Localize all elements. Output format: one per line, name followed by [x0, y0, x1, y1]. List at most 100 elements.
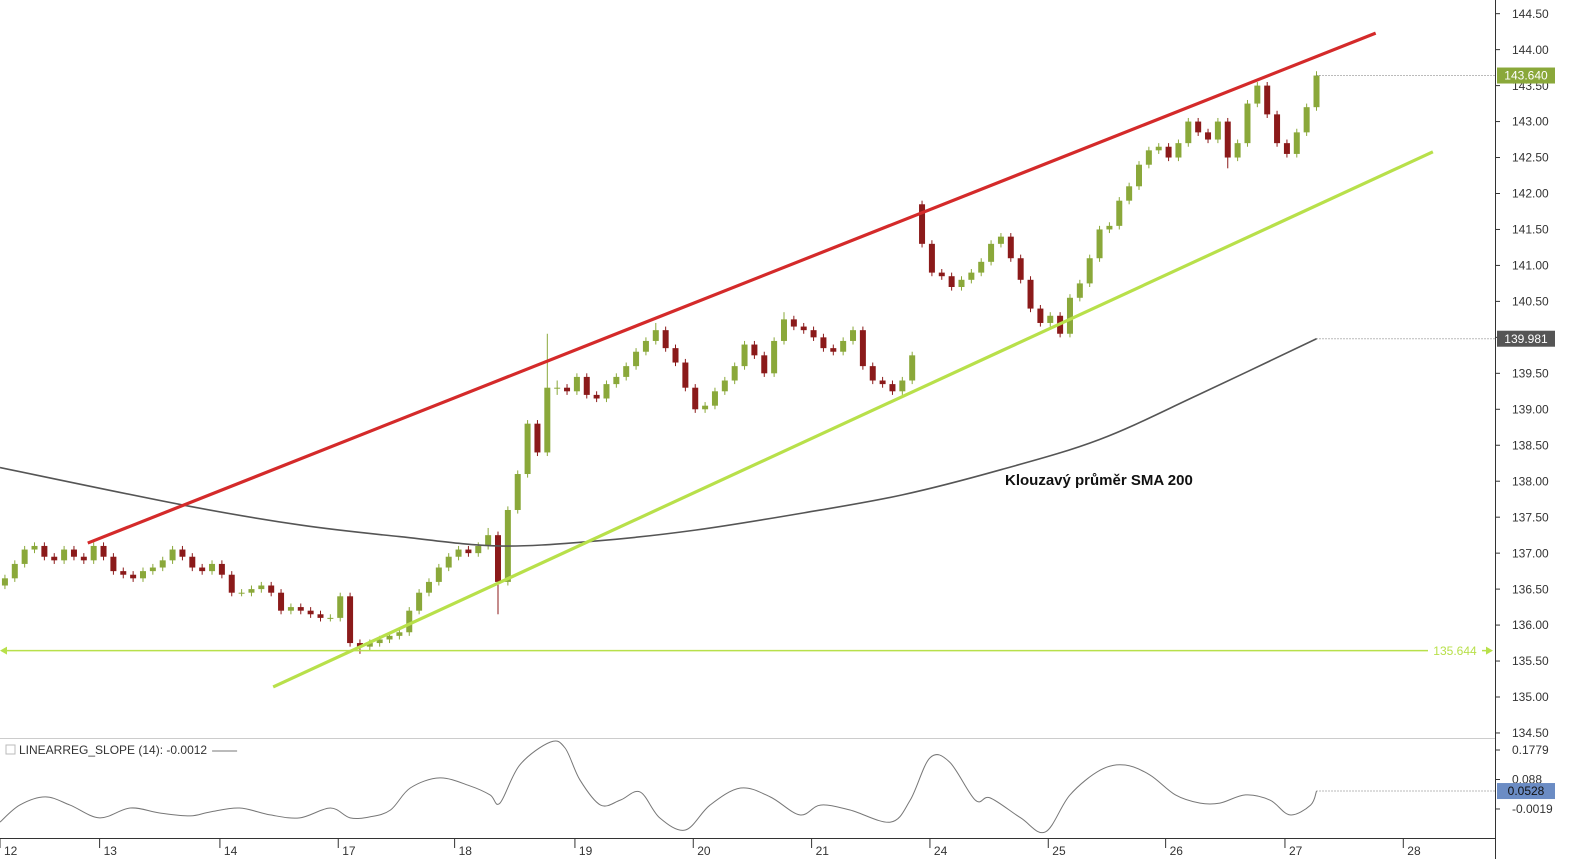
- candle-body: [1175, 143, 1182, 158]
- level-arrow: [1486, 646, 1493, 655]
- candle-body: [218, 563, 225, 575]
- candle-body: [1086, 258, 1093, 284]
- candle-body: [790, 319, 797, 327]
- price-marker-label: 0.0528: [1508, 784, 1545, 798]
- y-tick-label: -0.0019: [1512, 802, 1553, 816]
- candle-body: [771, 340, 778, 374]
- price-marker-box: [1497, 783, 1555, 800]
- candle-body: [1, 578, 8, 586]
- indicator-legend: LINEARREG_SLOPE (14): -0.0012: [19, 743, 207, 757]
- candle-body: [692, 387, 699, 410]
- candle-body: [317, 614, 324, 618]
- x-tick-label: 12: [4, 844, 18, 858]
- y-tick-label: 143.00: [1512, 115, 1549, 129]
- legend-icon: [5, 744, 16, 755]
- candle-body: [899, 380, 906, 392]
- candle-body: [800, 326, 807, 331]
- y-tick-label: 142.50: [1512, 151, 1549, 165]
- candle-body: [1007, 236, 1014, 259]
- candle-body: [1165, 146, 1172, 158]
- candle-body: [149, 567, 156, 572]
- candle-body: [238, 592, 245, 594]
- candle-body: [1264, 85, 1271, 115]
- candle-body: [455, 549, 462, 557]
- x-tick-label: 27: [1289, 844, 1303, 858]
- candle-body: [130, 574, 137, 579]
- candle-body: [1303, 107, 1310, 133]
- trendline: [272, 150, 1434, 689]
- candle-body: [169, 549, 176, 561]
- candle-body: [1234, 143, 1241, 158]
- candle-body: [544, 387, 551, 453]
- candle-body: [978, 261, 985, 273]
- candle-body: [1205, 132, 1212, 140]
- candle-body: [662, 330, 669, 349]
- candle-body: [1293, 132, 1300, 154]
- candle-body: [761, 355, 768, 374]
- y-tick-label: 142.00: [1512, 187, 1549, 201]
- candle-body: [485, 535, 492, 546]
- y-tick-label: 139.50: [1512, 366, 1549, 380]
- candle-body: [179, 549, 186, 557]
- candle-body: [751, 344, 758, 356]
- candle-body: [1155, 146, 1162, 151]
- candle-body: [1066, 297, 1073, 334]
- candle-body: [396, 632, 403, 636]
- candle-body: [278, 592, 285, 611]
- candle-body: [741, 344, 748, 367]
- candle-body: [209, 563, 216, 572]
- x-tick-label: 26: [1170, 844, 1184, 858]
- candle-body: [1244, 103, 1251, 144]
- candle-body: [1283, 143, 1290, 154]
- candle-body: [159, 560, 166, 568]
- y-tick-label: 144.50: [1512, 7, 1549, 21]
- candle-body: [1185, 121, 1192, 144]
- candle-body: [642, 340, 649, 352]
- candle-body: [445, 556, 452, 568]
- annotation: Klouzavý průměr SMA 200: [1005, 472, 1193, 489]
- candle-body: [1096, 229, 1103, 259]
- x-tick-label: 19: [579, 844, 593, 858]
- candle-body: [711, 391, 718, 406]
- candle-body: [347, 596, 354, 644]
- candle-body: [1017, 258, 1024, 280]
- candle-body: [1195, 121, 1202, 133]
- candle-body: [1076, 283, 1083, 298]
- level-label: 135.644: [1433, 644, 1477, 658]
- candle-body: [1106, 225, 1113, 230]
- candle-body: [21, 549, 28, 564]
- candle-body: [909, 355, 916, 381]
- price-marker-box: [1497, 330, 1555, 347]
- candle-body: [1313, 75, 1320, 108]
- candle-body: [564, 387, 571, 392]
- candle-body: [70, 549, 77, 557]
- y-tick-label: 137.50: [1512, 510, 1549, 524]
- candle-body: [534, 423, 541, 453]
- candle-body: [366, 643, 373, 647]
- candle-body: [603, 384, 610, 399]
- y-tick-label: 138.00: [1512, 474, 1549, 488]
- candle-body: [61, 549, 68, 561]
- x-tick-label: 25: [1052, 844, 1066, 858]
- candle-body: [268, 585, 275, 593]
- candle-body: [248, 589, 255, 593]
- candle-body: [139, 571, 146, 579]
- y-tick-label: 136.00: [1512, 618, 1549, 632]
- candle-body: [386, 635, 393, 640]
- candle-body: [51, 556, 58, 561]
- candle-body: [1274, 114, 1281, 144]
- x-tick-label: 13: [104, 844, 118, 858]
- candle-body: [938, 272, 945, 277]
- candle-body: [721, 380, 728, 392]
- candle-body: [11, 563, 18, 579]
- candle-body: [1047, 315, 1054, 323]
- candle-body: [258, 585, 265, 590]
- price-marker-label: 143.640: [1504, 69, 1548, 83]
- candle-body: [199, 567, 206, 572]
- candle-body: [593, 394, 600, 399]
- candle-body: [406, 610, 413, 633]
- candle-body: [416, 592, 423, 611]
- trendline: [87, 31, 1377, 545]
